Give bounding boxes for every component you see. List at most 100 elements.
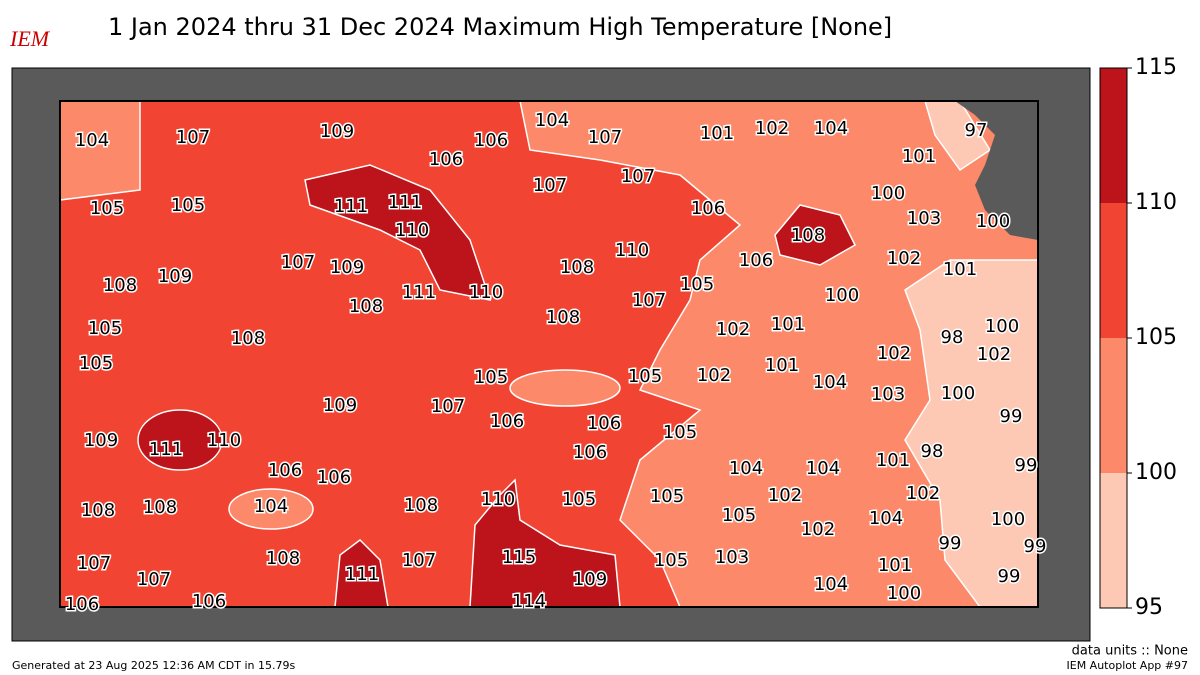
station-value: 109 — [573, 569, 607, 590]
station-value: 104 — [806, 458, 840, 479]
station-value: 104 — [813, 372, 847, 393]
station-value: 106 — [573, 442, 607, 463]
station-value: 103 — [907, 208, 941, 229]
station-value: 107 — [588, 127, 622, 148]
station-value: 99 — [998, 566, 1021, 587]
station-value: 104 — [75, 130, 109, 151]
station-value: 108 — [560, 257, 594, 278]
units-note: data units :: None — [1072, 644, 1188, 659]
station-value: 102 — [801, 519, 835, 540]
station-value: 107 — [533, 175, 567, 196]
station-value: 107 — [137, 569, 171, 590]
station-value: 106 — [65, 594, 99, 615]
station-value: 104 — [814, 118, 848, 139]
station-value: 102 — [697, 365, 731, 386]
station-value: 100 — [985, 316, 1019, 337]
station-value: 102 — [877, 343, 911, 364]
station-value: 108 — [103, 275, 137, 296]
station-value: 106 — [429, 149, 463, 170]
station-value: 105 — [474, 367, 508, 388]
generated-note: Generated at 23 Aug 2025 12:36 AM CDT in… — [12, 659, 295, 672]
station-value: 106 — [474, 130, 508, 151]
station-value: 110 — [395, 220, 429, 241]
station-value: 99 — [1024, 536, 1047, 557]
station-value: 99 — [1015, 455, 1038, 476]
station-value: 99 — [1000, 406, 1023, 427]
station-value: 115 — [502, 547, 536, 568]
station-value: 100 — [825, 285, 859, 306]
station-value: 104 — [254, 496, 288, 517]
station-value: 111 — [149, 439, 183, 460]
station-value: 109 — [323, 395, 357, 416]
station-value: 100 — [976, 211, 1010, 232]
station-value: 105 — [79, 353, 113, 374]
station-value: 110 — [207, 430, 241, 451]
station-value: 110 — [481, 489, 515, 510]
station-value: 108 — [349, 296, 383, 317]
station-value: 108 — [266, 548, 300, 569]
app-note: IEM Autoplot App #97 — [1067, 659, 1189, 672]
station-value: 105 — [722, 505, 756, 526]
station-value: 114 — [512, 591, 546, 612]
station-value: 103 — [715, 547, 749, 568]
colorbar-tick-label: 95 — [1135, 595, 1163, 620]
station-value: 98 — [921, 441, 944, 462]
station-value: 107 — [632, 290, 666, 311]
station-value: 105 — [650, 486, 684, 507]
station-value: 106 — [490, 411, 524, 432]
station-value: 102 — [716, 319, 750, 340]
station-value: 105 — [654, 550, 688, 571]
station-value: 106 — [691, 198, 725, 219]
station-value: 102 — [977, 344, 1011, 365]
station-value: 104 — [869, 508, 903, 529]
station-value: 106 — [268, 460, 302, 481]
station-value: 109 — [84, 430, 118, 451]
station-value: 101 — [902, 146, 936, 167]
colorbar-tick-label: 110 — [1135, 190, 1177, 215]
station-value: 98 — [941, 327, 964, 348]
station-value: 101 — [943, 259, 977, 280]
station-value: 107 — [77, 553, 111, 574]
colorbar-band — [1100, 68, 1127, 203]
station-value: 108 — [404, 495, 438, 516]
station-value: 101 — [876, 450, 910, 471]
colorbar-tick-label: 105 — [1135, 325, 1177, 350]
station-value: 111 — [402, 282, 436, 303]
station-value: 105 — [663, 422, 697, 443]
station-value: 106 — [739, 250, 773, 271]
station-value: 100 — [991, 509, 1025, 530]
station-value: 97 — [965, 120, 988, 141]
station-value: 100 — [871, 183, 905, 204]
station-value: 108 — [231, 328, 265, 349]
station-value: 104 — [814, 574, 848, 595]
station-value: 107 — [281, 252, 315, 273]
station-value: 106 — [192, 591, 226, 612]
station-value: 104 — [535, 110, 569, 131]
kansas — [59, 100, 1039, 608]
colorbar-band — [1100, 473, 1127, 608]
station-value: 111 — [334, 196, 368, 217]
station-value: 99 — [939, 533, 962, 554]
station-value: 103 — [871, 384, 905, 405]
colorbar: 95 100 105 110 115 — [1099, 55, 1177, 620]
station-value: 102 — [755, 118, 789, 139]
station-value: 109 — [330, 257, 364, 278]
station-value: 102 — [768, 485, 802, 506]
station-value: 107 — [431, 396, 465, 417]
station-value: 105 — [171, 195, 205, 216]
station-value: 101 — [700, 123, 734, 144]
station-value: 108 — [546, 307, 580, 328]
colorbar-tick-label: 100 — [1135, 460, 1177, 485]
station-value: 109 — [158, 266, 192, 287]
station-value: 108 — [143, 497, 177, 518]
station-value: 105 — [90, 198, 124, 219]
station-value: 105 — [680, 274, 714, 295]
station-value: 105 — [628, 366, 662, 387]
station-value: 100 — [941, 383, 975, 404]
station-value: 100 — [887, 583, 921, 604]
station-value: 102 — [887, 248, 921, 269]
station-value: 104 — [729, 458, 763, 479]
station-value: 107 — [621, 166, 655, 187]
colorbar-band — [1100, 338, 1127, 473]
